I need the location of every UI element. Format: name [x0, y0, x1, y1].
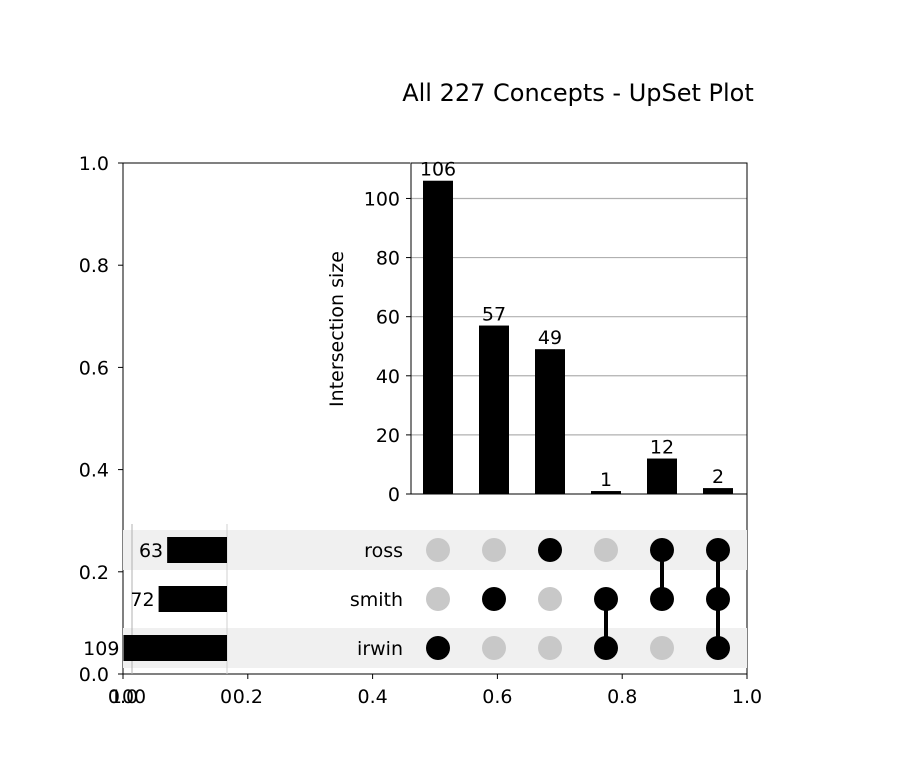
set-size-bar-smith: [158, 586, 227, 612]
background-x-tick-label: 0.0: [108, 686, 138, 708]
intersection-value-label: 12: [650, 437, 674, 459]
set-size-value-label: 63: [139, 540, 163, 562]
intersection-value-label: 57: [482, 304, 506, 326]
matrix-dot-active: [706, 587, 730, 611]
set-size-x-tick-label: 100: [110, 686, 146, 708]
background-x-tick-label: 0.6: [482, 686, 512, 708]
intersection-bars: [423, 180, 733, 494]
intersection-y-tick-label: 100: [364, 188, 400, 210]
intersection-value-label: 1: [600, 469, 612, 491]
background-x-ticks: 0.0 0.2 0.4 0.6 0.8 1.0 100 0: [108, 674, 762, 708]
intersection-y-ticks: 0 20 40 60 80 100: [364, 188, 411, 506]
matrix-dot-inactive: [482, 538, 506, 562]
intersection-y-tick-label: 0: [388, 484, 400, 506]
intersection-y-tick-label: 60: [376, 307, 400, 329]
matrix-dot-inactive: [426, 587, 450, 611]
matrix-dot-inactive: [650, 636, 674, 660]
chart-title: All 227 Concepts - UpSet Plot: [402, 79, 754, 107]
intersection-bar: [703, 488, 733, 494]
matrix-dot-inactive: [482, 636, 506, 660]
intersection-bar: [535, 349, 565, 494]
intersection-y-tick-label: 20: [376, 425, 400, 447]
set-size-x-tick-label: 0: [220, 686, 232, 708]
set-size-value-label: 109: [83, 638, 119, 660]
set-name-irwin: irwin: [357, 638, 403, 660]
set-name-smith: smith: [350, 589, 403, 611]
matrix-dot-active: [650, 587, 674, 611]
background-y-tick-label: 0.0: [79, 664, 109, 686]
matrix-dot-active: [650, 538, 674, 562]
matrix-dot-active: [594, 636, 618, 660]
matrix-dot-inactive: [426, 538, 450, 562]
intersection-bar: [647, 458, 677, 494]
matrix-dot-inactive: [538, 587, 562, 611]
intersection-y-tick-label: 40: [376, 366, 400, 388]
intersection-bar: [423, 180, 453, 494]
background-y-tick-label: 0.2: [79, 562, 109, 584]
background-y-tick-label: 0.4: [79, 460, 109, 482]
matrix-dot-active: [426, 636, 450, 660]
set-size-value-label: 72: [130, 589, 154, 611]
matrix-dot-active: [538, 538, 562, 562]
intersection-y-tick-label: 80: [376, 248, 400, 270]
intersection-value-labels: 106 57 49 1 12 2: [420, 159, 724, 491]
matrix-dot-inactive: [594, 538, 618, 562]
matrix-dot-active: [594, 587, 618, 611]
set-name-ross: ross: [364, 540, 403, 562]
background-axes: 0.00.20.40.60.81.0 0.0 0.2 0.4 0.6 0.8 1.0100…: [79, 153, 762, 708]
background-y-tick-label: 1.0: [79, 153, 109, 175]
background-y-tick-label: 0.6: [79, 357, 109, 379]
background-y-ticks: 0.0 0.2 0.4 0.6 0.8 1.0: [79, 153, 123, 686]
background-y-tick-label: 0.8: [79, 255, 109, 277]
intersection-value-label: 106: [420, 159, 456, 181]
set-size-panel: 63 72 109: [83, 524, 228, 674]
set-size-bar-irwin: [123, 635, 227, 661]
background-x-tick-label: 0.8: [607, 686, 637, 708]
intersection-value-label: 49: [538, 327, 562, 349]
background-x-tick-label: 1.0: [732, 686, 762, 708]
membership-matrix: [426, 538, 730, 660]
intersection-bar: [591, 491, 621, 494]
intersection-size-panel: 106 57 49 1 12 2 0 20 40 60 80 100 Intersection si…: [326, 159, 748, 506]
matrix-dot-active: [482, 587, 506, 611]
matrix-dot-active: [706, 636, 730, 660]
intersection-value-label: 2: [712, 466, 724, 488]
intersection-y-axis-label: Intersection size: [326, 251, 348, 407]
background-x-tick-label: 0.4: [357, 686, 387, 708]
set-name-labels: ross smith irwin: [350, 540, 403, 660]
background-x-tick-label: 0.2: [233, 686, 263, 708]
intersection-grid: [411, 197, 747, 436]
matrix-dot-active: [706, 538, 730, 562]
set-size-bar-ross: [167, 537, 227, 563]
matrix-dot-inactive: [538, 636, 562, 660]
intersection-panel-frame: [410, 162, 748, 495]
intersection-bar: [479, 325, 509, 494]
